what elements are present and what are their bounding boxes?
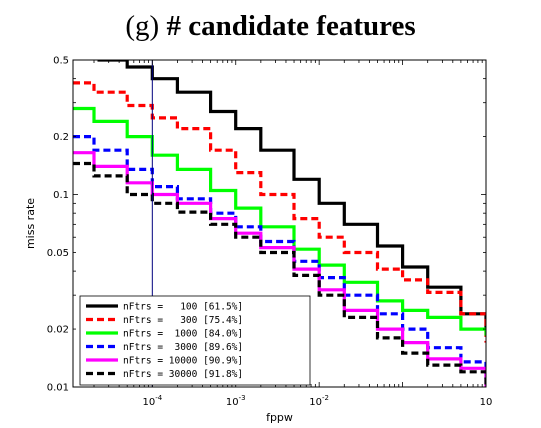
y-tick-label-3: 0.1	[53, 190, 69, 201]
y-tick-label-5: 0.02	[47, 325, 69, 336]
y-tick-label-6: 0.01	[47, 383, 69, 394]
x-tick-label-1: 10-4	[142, 394, 162, 408]
panel-title: # candidate features	[166, 10, 416, 42]
x-tick-label-3: 10-2	[309, 394, 329, 408]
y-tick-label-1: 0.5	[53, 56, 69, 67]
x-tick-label-4: 10	[480, 397, 493, 408]
x-axis-label: fppw	[266, 411, 293, 424]
legend-label-5: nFtrs = 10000 [90.9%]	[123, 356, 243, 367]
legend-box	[79, 295, 311, 386]
y-tick-label-4: 0.05	[47, 248, 69, 259]
legend-label-3: nFtrs = 1000 [84.0%]	[123, 329, 243, 340]
y-axis-label: miss rate	[24, 198, 37, 249]
legend-label-4: nFtrs = 3000 [89.6%]	[123, 342, 243, 353]
y-tick-label-2: 0.2	[53, 132, 69, 143]
x-tick-label-2: 10-3	[226, 394, 246, 408]
legend: nFtrs = 100 [61.5%] nFtrs = 300 [75.4%] nF…	[79, 295, 311, 386]
panel-letter: (g)	[125, 10, 160, 42]
series-line-1	[97, 60, 486, 332]
legend-label-2: nFtrs = 300 [75.4%]	[123, 315, 243, 326]
legend-label-1: nFtrs = 100 [61.5%]	[123, 302, 243, 313]
legend-label-6: nFtrs = 30000 [91.8%]	[123, 369, 243, 380]
chart-title: (g) # candidate features	[0, 10, 541, 43]
plot-frame	[72, 59, 487, 388]
